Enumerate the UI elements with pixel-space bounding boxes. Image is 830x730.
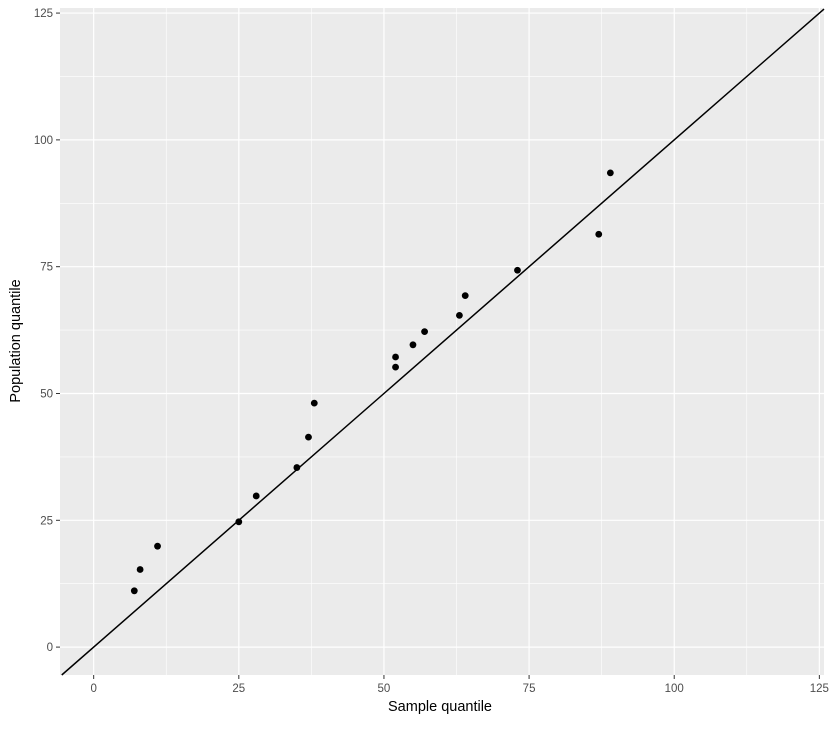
major-gridlines [60,8,824,675]
y-tick-label: 125 [34,8,53,20]
data-point [293,464,301,471]
x-tick-label: 50 [378,683,391,695]
x-tick-label: 0 [90,683,96,695]
data-point [252,492,260,500]
data-point [595,230,603,238]
data-point [514,266,521,274]
x-tick-label: 125 [810,683,829,695]
x-tick-label: 100 [665,683,684,695]
y-tick-label: 75 [40,262,53,274]
data-point [305,433,312,441]
x-tick-label: 75 [523,683,536,695]
data-point [235,518,243,526]
data-point [409,341,417,349]
points-layer [130,169,614,595]
data-point [606,169,614,177]
reference-line [61,8,825,676]
minor-gridlines [60,8,824,675]
reference-line-layer [61,8,825,676]
plot-panel [60,8,824,675]
data-point [456,311,463,319]
data-point [392,353,399,361]
data-point [461,292,469,299]
y-axis-title: Population quantile [8,279,24,402]
x-axis: 0 25 50 75 100 125 [90,675,829,695]
data-point [130,587,138,595]
data-point [154,542,161,550]
y-tick-label: 0 [47,642,53,654]
data-point [136,566,144,573]
y-tick-label: 25 [40,515,53,527]
data-point [392,363,399,371]
data-point [421,328,428,336]
y-tick-label: 100 [34,135,53,147]
data-point [310,399,318,407]
x-tick-label: 25 [232,683,245,695]
y-axis: 0 25 50 75 100 125 [34,8,60,654]
y-tick-label: 50 [40,388,53,400]
x-axis-title: Sample quantile [388,699,492,715]
